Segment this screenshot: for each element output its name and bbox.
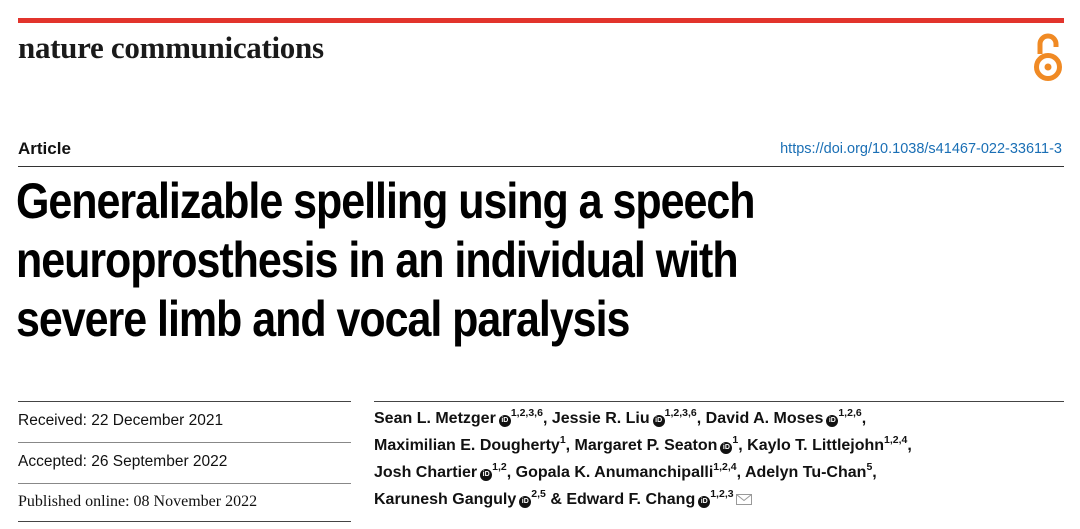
accepted-date: Accepted: 26 September 2022	[18, 453, 228, 470]
author[interactable]: Maximilian E. Dougherty1	[374, 434, 566, 454]
author[interactable]: Margaret P. Seaton iD1	[574, 434, 739, 454]
title-line: Generalizable spelling using a speech	[16, 173, 756, 229]
author[interactable]: Josh Chartier iD1,2	[374, 461, 507, 481]
author[interactable]: Kaylo T. Littlejohn1,2,4	[747, 434, 908, 454]
orcid-icon[interactable]: iD	[698, 496, 711, 508]
envelope-icon[interactable]	[735, 494, 752, 505]
article-title: Generalizable spelling using a speech ne…	[16, 172, 876, 349]
doi-link[interactable]: https://doi.org/10.1038/s41467-022-33611…	[780, 141, 1062, 157]
author[interactable]: Adelyn Tu-Chan5	[744, 461, 873, 481]
orcid-icon[interactable]: iD	[480, 469, 493, 481]
open-access-icon	[1034, 33, 1062, 81]
orcid-icon[interactable]: iD	[652, 415, 665, 427]
orcid-icon[interactable]: iD	[498, 415, 511, 427]
author[interactable]: David A. Moses iD1,2,6	[705, 407, 862, 427]
author[interactable]: Jessie R. Liu iD1,2,3,6	[551, 407, 697, 427]
author[interactable]: Edward F. Chang iD1,2,3	[566, 488, 734, 508]
received-date: Received: 22 December 2021	[18, 412, 224, 429]
journal-accent-bar	[18, 18, 1064, 23]
header-divider	[18, 166, 1064, 167]
author-list: Sean L. Metzger iD1,2,3,6, Jessie R. Liu i…	[374, 407, 912, 508]
author[interactable]: Gopala K. Anumanchipalli1,2,4	[515, 461, 737, 481]
dates-top-divider	[18, 401, 351, 402]
orcid-icon[interactable]: iD	[720, 442, 733, 454]
orcid-icon[interactable]: iD	[519, 496, 532, 508]
journal-name: nature communications	[18, 30, 324, 65]
date-divider	[18, 483, 351, 484]
date-divider	[18, 442, 351, 443]
orcid-icon[interactable]: iD	[826, 415, 839, 427]
article-type: Article	[18, 139, 71, 158]
authors-top-divider	[374, 401, 1064, 402]
title-line: neuroprosthesis in an individual with	[16, 232, 739, 288]
author[interactable]: Karunesh Ganguly iD2,5	[374, 488, 546, 508]
dates-bottom-divider	[18, 521, 351, 522]
published-date: Published online: 08 November 2022	[18, 493, 258, 510]
author[interactable]: Sean L. Metzger iD1,2,3,6	[374, 407, 543, 427]
title-line: severe limb and vocal paralysis	[16, 291, 630, 347]
